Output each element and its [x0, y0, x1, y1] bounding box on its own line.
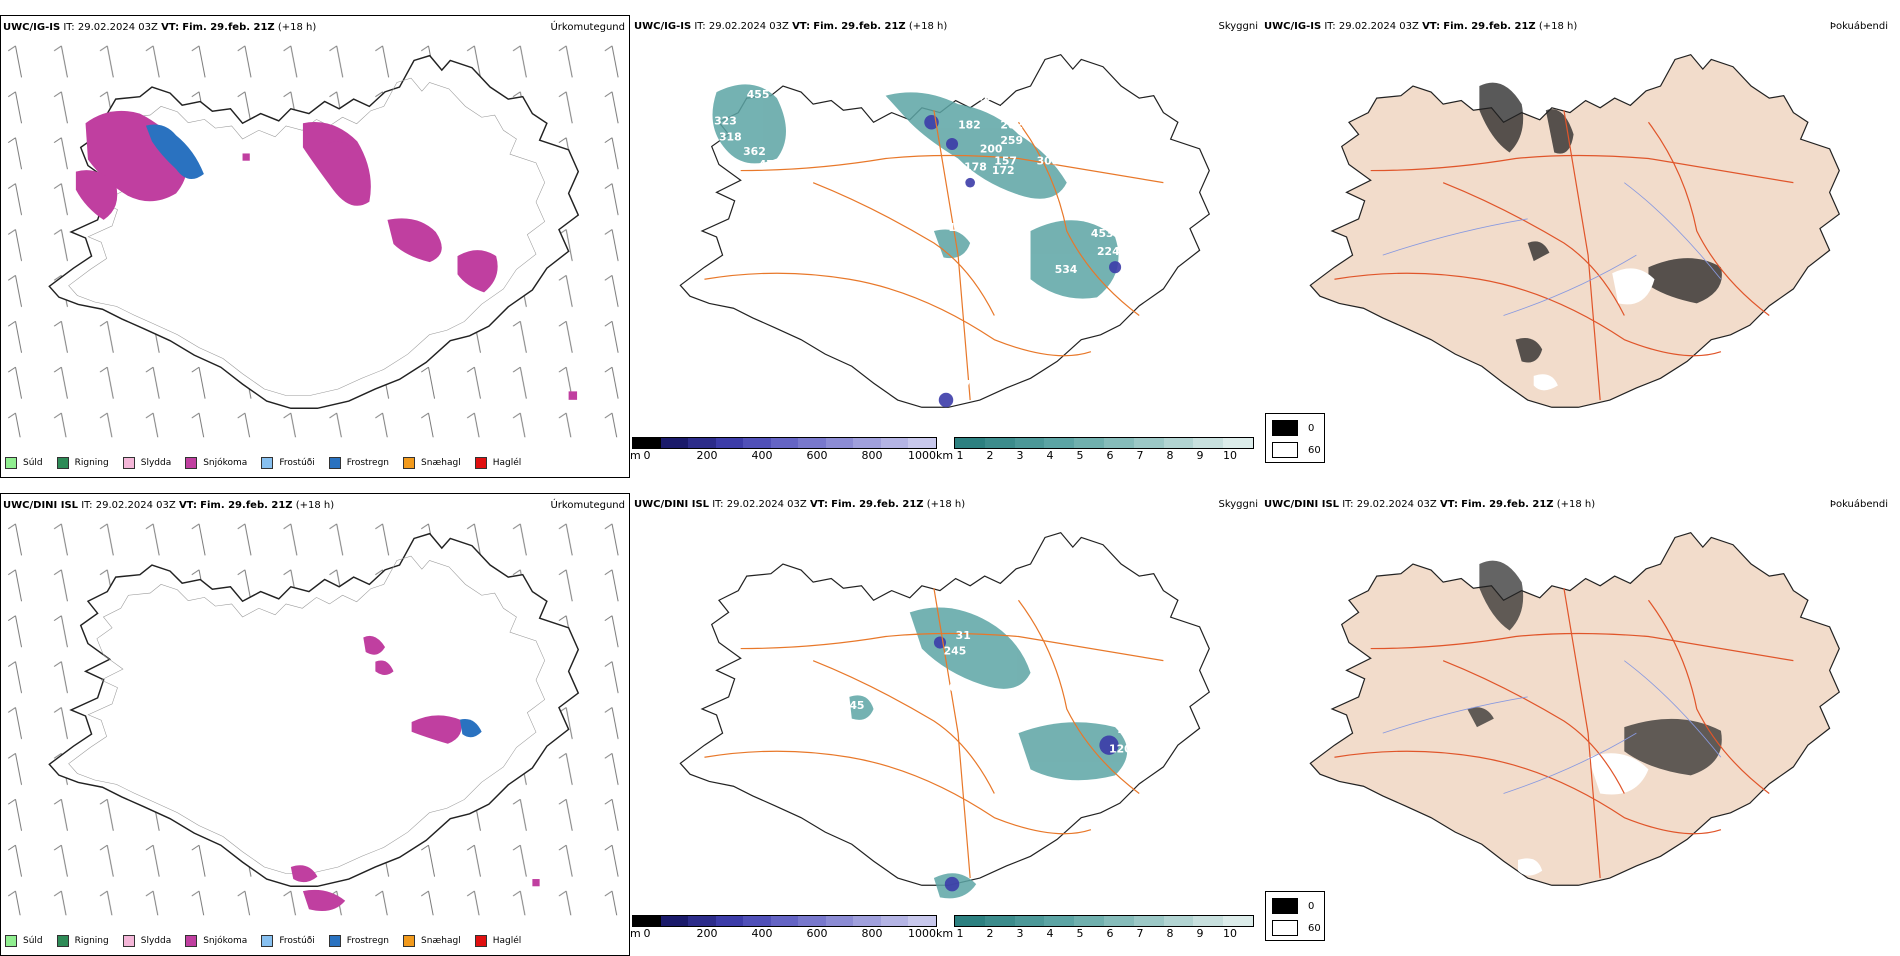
cloud-base-label: 157 — [994, 155, 1017, 168]
cloud-base-label: 193 — [994, 732, 1017, 745]
panel-header: UWC/IG-IS IT: 29.02.2024 03Z VT: Fim. 29… — [1264, 21, 1888, 32]
colorbar-strip — [954, 437, 1254, 449]
panel-header: UWC/DINI ISL IT: 29.02.2024 03Z VT: Fim.… — [634, 499, 1258, 510]
legend-item: Slydda — [122, 457, 171, 469]
legend-item: Snjókoma — [185, 457, 247, 469]
cloud-base-label: 259 — [1000, 134, 1023, 147]
legend-item: Frostregn — [328, 457, 389, 469]
fog-map — [1309, 54, 1840, 408]
cloud-base-label: 172 — [992, 164, 1015, 177]
cloud-base-label: 224 — [1097, 245, 1120, 258]
panel-header: UWC/DINI ISL IT: 29.02.2024 03Z VT: Fim.… — [1264, 499, 1888, 510]
cloud-base-label: 455 — [747, 88, 770, 101]
legend-item: Snjókoma — [185, 935, 247, 947]
precip-legend: Súld Rigning Slydda Snjókoma Frostúði Fr… — [5, 935, 535, 947]
cloud-base-label: 245 — [944, 645, 967, 658]
cloud-base-label: 110 — [934, 681, 957, 694]
legend-item: Súld — [5, 935, 43, 947]
cloud-base-label: 152 — [948, 221, 971, 234]
cloud-base-label: 30 — [1061, 312, 1077, 325]
panel-title: Úrkomutegund — [550, 500, 625, 511]
cloud-base-label: 470 — [759, 158, 782, 171]
panel-title: Úrkomutegund — [550, 22, 625, 33]
cloud-base-colorbar: m 0 200 400 600 800 1000 — [630, 915, 937, 941]
fog-map — [1309, 532, 1840, 886]
fog-panel-bottom: UWC/DINI ISL IT: 29.02.2024 03Z VT: Fim.… — [1262, 493, 1892, 956]
cloud-base-label: 534 — [1055, 263, 1078, 276]
cloud-base-label: 202 — [1000, 118, 1023, 131]
cloud-base-label: 47 — [968, 726, 983, 739]
cloud-base-label: 45 — [849, 699, 864, 712]
cloud-base-label: 323 — [714, 115, 737, 128]
legend-item: Snæhagl — [403, 935, 461, 947]
legend-item: Snæhagl — [403, 457, 461, 469]
legend-item: Frostúði — [261, 935, 315, 947]
panel-header: UWC/DINI ISL IT: 29.02.2024 03Z VT: Fim.… — [3, 500, 625, 511]
cloud-base-label: 200 — [980, 142, 1003, 155]
visibility-colorbar: km 1 2 3 4 5 6 7 8 9 10 — [936, 915, 1254, 941]
cloud-base-label: 120 — [753, 182, 776, 195]
cloud-base-label: 178 — [964, 161, 987, 174]
panel-title: Þokuábendi — [1829, 499, 1888, 510]
cloud-base-label: 318 — [719, 130, 742, 143]
cloud-map: 245 31 110 45 43 47 193 120 25 — [679, 532, 1210, 899]
panel-header: UWC/IG-IS IT: 29.02.2024 03Z VT: Fim. 29… — [3, 22, 625, 33]
fog-legend: 0 60 — [1265, 891, 1325, 941]
panel-title: Þokuábendi — [1829, 21, 1888, 32]
precip-map — [1, 38, 629, 438]
legend-item: Súld — [5, 457, 43, 469]
cloud-panel-bottom: UWC/DINI ISL IT: 29.02.2024 03Z VT: Fim.… — [630, 493, 1262, 956]
panel-title: Skyggni — [1218, 499, 1258, 510]
cloud-base-colorbar: m 0 200 400 600 800 1000 — [630, 437, 937, 463]
fog-panel-top: UWC/IG-IS IT: 29.02.2024 03Z VT: Fim. 29… — [1262, 15, 1892, 478]
cloud-base-label: 461 — [976, 91, 999, 104]
cloud-base-label: 309 — [1037, 155, 1060, 168]
precip-panel-top: UWC/IG-IS IT: 29.02.2024 03Z VT: Fim. 29… — [0, 15, 630, 478]
fog-legend: 0 60 — [1265, 413, 1325, 463]
cloud-panel-top: UWC/IG-IS IT: 29.02.2024 03Z VT: Fim. 29… — [630, 15, 1262, 478]
colorbar-strip — [632, 437, 937, 449]
cloud-base-label: 182 — [958, 118, 981, 131]
cloud-base-label: 25 — [1117, 723, 1132, 736]
legend-item: Rigning — [56, 457, 109, 469]
visibility-colorbar: km 1 2 3 4 5 6 7 8 9 10 — [936, 437, 1254, 463]
cloud-base-label: 31 — [956, 629, 971, 642]
legend-item: Frostúði — [261, 457, 315, 469]
precip-map — [1, 516, 629, 916]
panel-title: Skyggni — [1218, 21, 1258, 32]
legend-item: Slydda — [122, 935, 171, 947]
cloud-base-label: 187 — [948, 378, 971, 391]
cloud-base-label: 289 — [1000, 103, 1023, 116]
cloud-base-label: 375 — [1037, 197, 1060, 210]
panel-header: UWC/IG-IS IT: 29.02.2024 03Z VT: Fim. 29… — [634, 21, 1258, 32]
cloud-base-label: 362 — [743, 145, 766, 158]
legend-item: Frostregn — [328, 935, 389, 947]
cloud-base-label: 43 — [940, 711, 955, 724]
legend-item: Rigning — [56, 935, 109, 947]
precip-panel-bottom: UWC/DINI ISL IT: 29.02.2024 03Z VT: Fim.… — [0, 493, 630, 956]
precip-legend: Súld Rigning Slydda Snjókoma Frostúði Fr… — [5, 457, 535, 469]
cloud-base-label: 453 — [1091, 227, 1114, 240]
legend-item: Haglél — [474, 935, 521, 947]
cloud-base-label: 120 — [1109, 742, 1132, 755]
legend-item: Haglél — [474, 457, 521, 469]
